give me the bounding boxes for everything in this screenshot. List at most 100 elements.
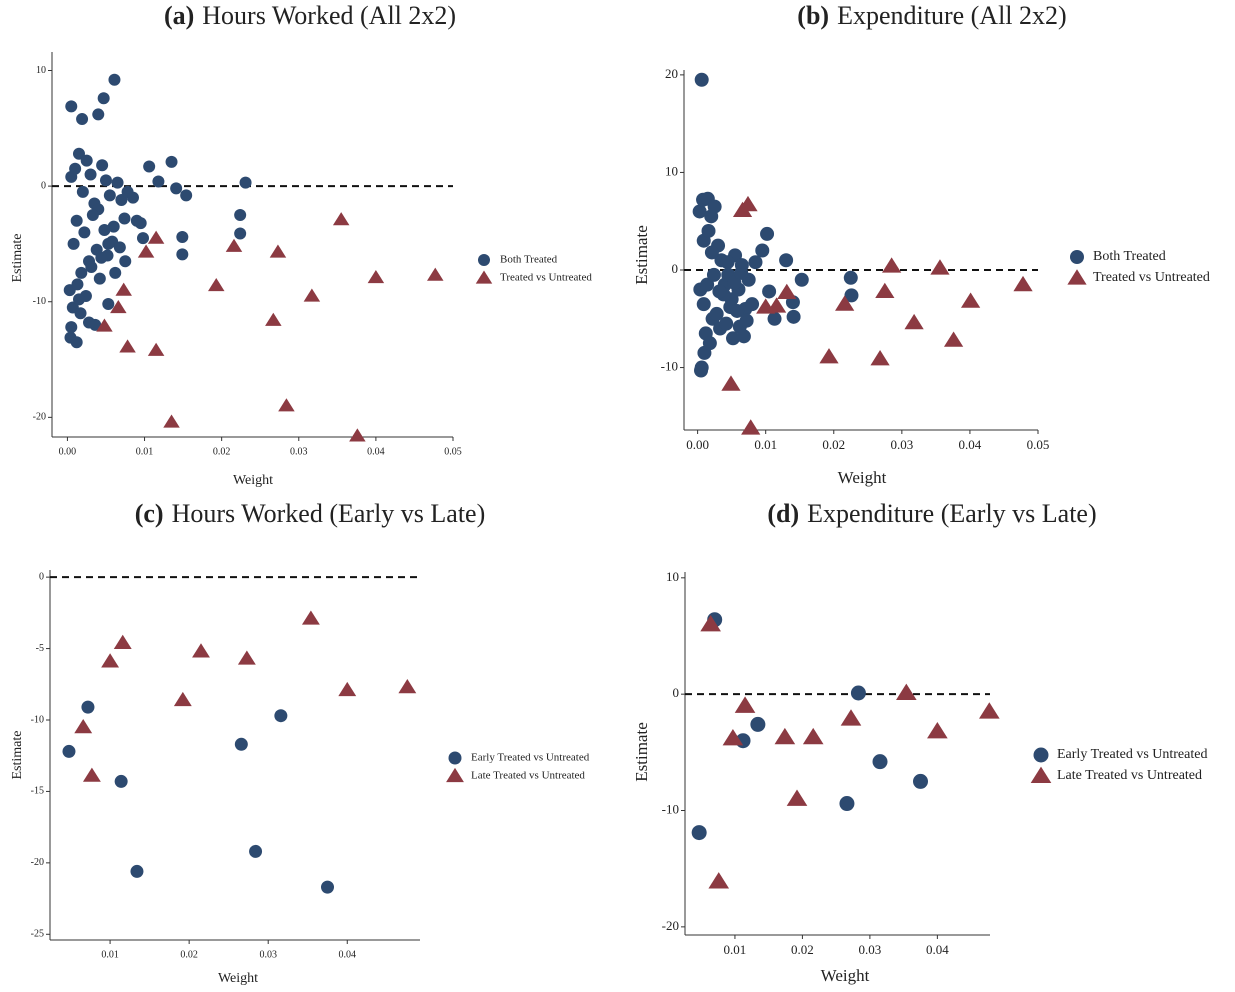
data-point [398, 679, 417, 694]
legend-marker [1030, 766, 1052, 784]
legend-label: Late Treated vs Untreated [1057, 768, 1202, 783]
data-point [163, 414, 180, 428]
legend-marker [448, 751, 462, 765]
data-point [165, 155, 178, 168]
data-point [794, 272, 809, 287]
data-point [192, 643, 210, 658]
data-point [338, 681, 357, 697]
x-tick-label: 0.02 [791, 942, 814, 957]
panel-title: (c) Hours Worked (Early vs Late) [135, 499, 486, 528]
data-point [76, 113, 89, 126]
x-tick-label: 0.05 [1027, 437, 1050, 452]
y-tick-label: 0 [673, 685, 680, 700]
data-point [278, 398, 295, 412]
data-point [786, 309, 801, 324]
panel-title: (a) Hours Worked (All 2x2) [164, 1, 456, 30]
data-point [225, 238, 243, 252]
data-point [70, 336, 83, 349]
x-tick-label: 0.00 [59, 446, 77, 457]
panel-title-text: Hours Worked (All 2x2) [202, 1, 456, 30]
data-point [69, 162, 82, 175]
data-point [109, 266, 122, 279]
data-point [741, 419, 761, 435]
panel-label: (a) [164, 1, 194, 30]
y-tick-label: 20 [665, 66, 678, 81]
data-point [839, 796, 855, 812]
data-point [870, 350, 890, 366]
data-point [170, 182, 183, 195]
data-point [136, 232, 149, 245]
data-point [745, 297, 760, 312]
data-point [748, 255, 763, 270]
data-point [85, 261, 98, 274]
data-point [332, 212, 350, 226]
data-point [147, 342, 165, 356]
legend-label: Treated vs Untreated [500, 272, 592, 284]
data-point [82, 767, 101, 782]
legend-marker [475, 270, 493, 284]
y-tick-label: -10 [31, 714, 44, 725]
x-tick-label: 0.01 [136, 446, 154, 457]
data-point [274, 709, 288, 723]
x-tick-label: 0.05 [444, 446, 462, 457]
data-point [78, 226, 91, 239]
data-point [130, 864, 144, 878]
data-point [843, 270, 858, 285]
data-point [176, 230, 189, 243]
data-point [71, 278, 84, 291]
data-point [738, 195, 758, 212]
legend-marker [1070, 250, 1084, 264]
data-point [755, 243, 770, 258]
y-axis-title: Estimate [10, 731, 25, 780]
data-point [696, 297, 711, 312]
y-tick-label: -5 [36, 643, 44, 654]
data-point [708, 872, 730, 889]
legend-label: Both Treated [1093, 249, 1166, 264]
x-tick-label: 0.03 [890, 437, 913, 452]
x-tick-label: 0.02 [213, 446, 231, 457]
y-tick-label: 10 [36, 65, 46, 76]
data-point [912, 773, 928, 789]
data-point [237, 650, 256, 665]
panel-title-text: Hours Worked (Early vs Late) [172, 499, 486, 528]
data-point [707, 199, 722, 214]
data-point [303, 288, 321, 302]
data-point [721, 375, 741, 391]
data-point [301, 610, 320, 625]
panel-label: (b) [797, 1, 829, 30]
data-point [96, 159, 109, 172]
data-point [712, 284, 727, 299]
data-point [896, 683, 917, 701]
legend-label: Treated vs Untreated [1093, 270, 1210, 285]
data-point [102, 298, 115, 311]
y-axis-title: Estimate [632, 722, 651, 781]
y-tick-label: 0 [39, 571, 44, 582]
data-point [114, 774, 128, 788]
data-point [701, 223, 716, 238]
y-tick-label: 10 [666, 569, 679, 584]
data-point [98, 224, 111, 237]
x-tick-label: 0.01 [724, 942, 747, 957]
y-tick-label: 0 [41, 180, 46, 191]
data-point [700, 614, 721, 632]
data-point [108, 73, 121, 86]
data-point [80, 154, 93, 167]
data-point [702, 336, 717, 351]
data-point [65, 321, 78, 334]
x-tick-label: 0.02 [822, 437, 845, 452]
data-point [700, 277, 715, 292]
data-point [927, 722, 948, 739]
data-point [74, 307, 87, 320]
data-point [101, 653, 120, 668]
x-tick-label: 0.02 [180, 949, 198, 960]
data-point [727, 275, 742, 290]
data-point [349, 428, 366, 442]
data-point [726, 331, 741, 346]
data-point [115, 282, 132, 296]
data-point [137, 244, 155, 258]
data-point [130, 214, 143, 227]
x-tick-label: 0.01 [101, 949, 119, 960]
legend-label: Late Treated vs Untreated [471, 770, 585, 782]
data-point [102, 237, 115, 250]
